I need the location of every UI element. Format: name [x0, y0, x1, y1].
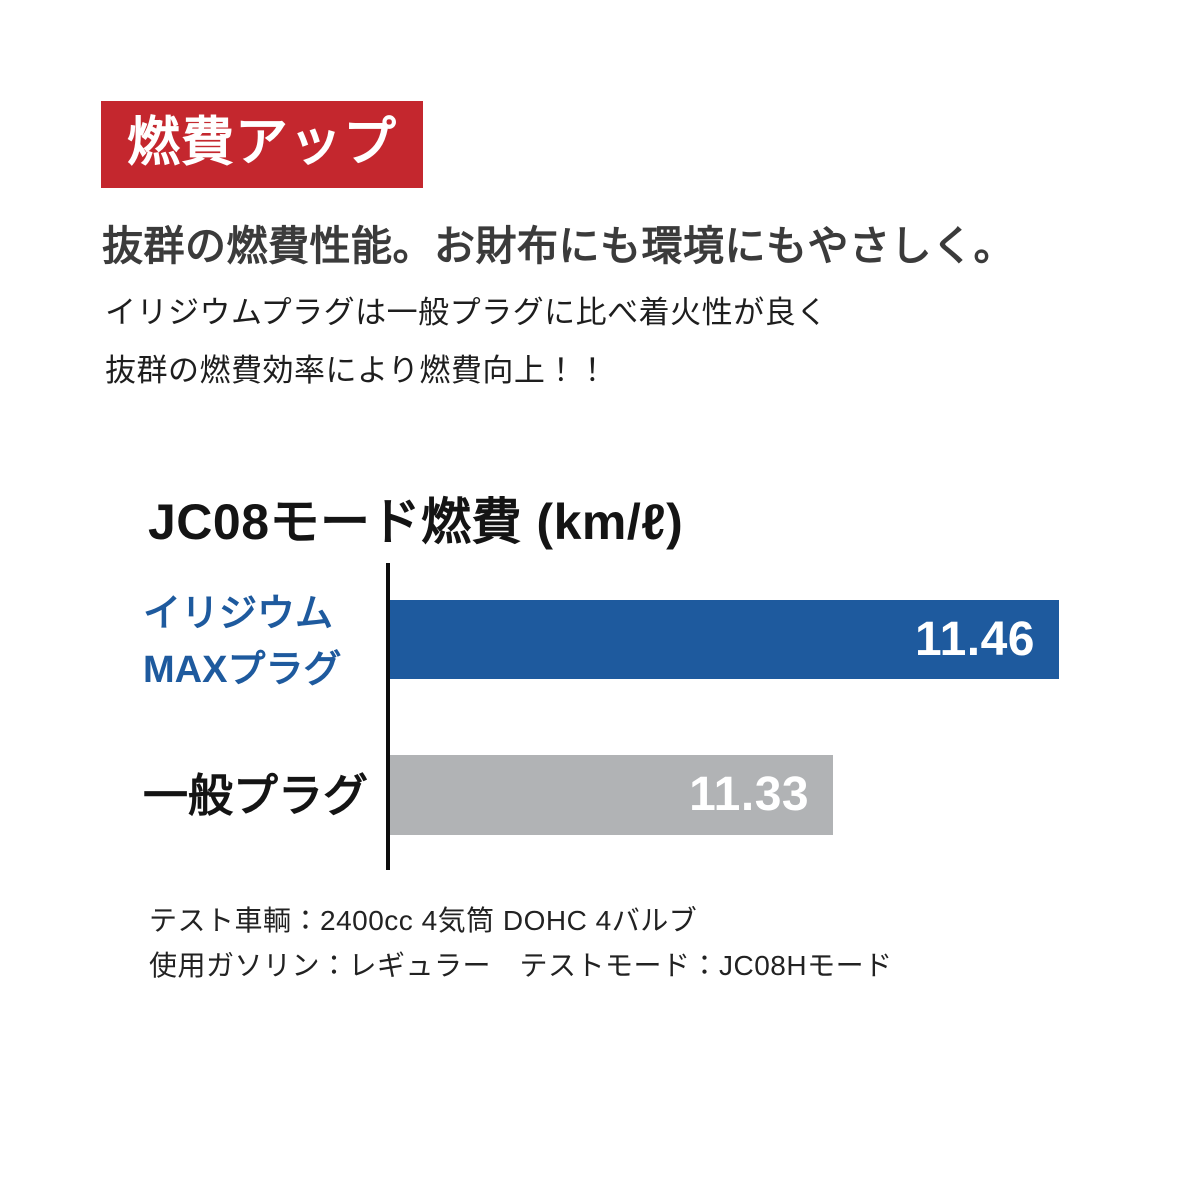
bar-label-iridium-max-plug-line-1: イリジウム — [143, 593, 334, 635]
headline: 抜群の燃費性能。お財布にも環境にもやさしく。 — [102, 223, 1015, 269]
test-condition-notes: テスト車輌：2400cc 4気筒 DOHC 4バルブ 使用ガソリン：レギュラー … — [149, 898, 893, 988]
fuel-up-badge-label: 燃費アップ — [127, 113, 397, 172]
chart-axis-line — [386, 563, 390, 870]
description-line-1: イリジウムプラグは一般プラグに比べ着火性が良く — [105, 295, 828, 330]
test-vehicle-note: テスト車輌：2400cc 4気筒 DOHC 4バルブ — [149, 905, 698, 936]
bar-label-iridium-max-plug: イリジウム MAXプラグ — [143, 586, 341, 698]
chart-plot-area: 11.46 11.33 — [390, 563, 1059, 870]
bar-label-standard-plug: 一般プラグ — [143, 766, 368, 826]
bar-standard-plug: 11.33 — [390, 755, 834, 835]
description: イリジウムプラグは一般プラグに比べ着火性が良く 抜群の燃費効率により燃費向上！！ — [105, 284, 828, 400]
bar-value-standard-plug: 11.33 — [689, 768, 810, 821]
bar-iridium-max-plug: 11.46 — [390, 600, 1059, 679]
bar-label-iridium-max-plug-line-2: MAXプラグ — [143, 649, 342, 691]
fuel-up-badge: 燃費アップ — [101, 101, 423, 188]
bar-value-iridium-max-plug: 11.46 — [915, 612, 1035, 666]
chart-title: JC08モード燃費 (km/ℓ) — [148, 494, 684, 550]
bar-label-standard-plug-line-1: 一般プラグ — [143, 770, 369, 821]
description-line-2: 抜群の燃費効率により燃費向上！！ — [105, 353, 609, 388]
test-fuel-mode-note: 使用ガソリン：レギュラー テストモード：JC08Hモード — [149, 950, 893, 981]
